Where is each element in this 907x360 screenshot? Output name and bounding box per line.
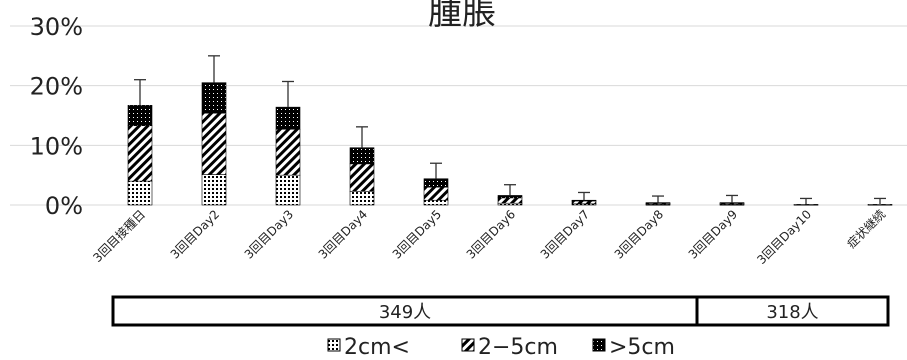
error-bar — [800, 197, 812, 205]
error-bar — [134, 79, 146, 106]
legend-item: >5cm — [592, 335, 675, 360]
bar-segment — [423, 178, 449, 188]
bar-segment — [349, 147, 375, 165]
error-bar — [504, 184, 516, 196]
x-axis-ticks: 3回目接種日 3回目Day2 3回目Day3 3回目Day4 3回目Day5 3回目Day… — [90, 207, 888, 268]
legend-label: 2−5cm — [478, 335, 558, 360]
sample-size-row: 349人 318人 — [111, 295, 890, 327]
bar-segment — [719, 202, 745, 204]
sample-size-label: 318人 — [766, 302, 818, 323]
y-tick-label: 20% — [30, 73, 83, 101]
bar-segment — [201, 112, 227, 175]
error-bar — [578, 191, 590, 201]
error-bar — [430, 162, 442, 179]
error-bar — [356, 126, 368, 148]
bar-segment — [275, 128, 301, 176]
error-bars — [134, 55, 886, 205]
bar-segment — [127, 125, 153, 182]
sample-size-cell: 349人 — [111, 295, 699, 327]
chart-title: 腫脹 — [428, 0, 496, 33]
bar-segment — [201, 174, 227, 206]
bar-segment — [201, 82, 227, 114]
x-tick-label: 3回目Day10 — [754, 207, 814, 267]
x-tick-label: 3回目Day4 — [316, 207, 370, 261]
bar-segment — [867, 204, 893, 206]
x-tick-label: 3回目Day2 — [168, 207, 222, 261]
legend-item: 2cm< — [327, 335, 410, 360]
y-axis-ticks: 0% 10% 20% 30% — [30, 13, 83, 220]
error-bar — [652, 195, 664, 203]
bar-segment — [275, 174, 301, 206]
error-bar — [208, 55, 220, 83]
error-bar — [726, 194, 738, 203]
error-bar — [282, 80, 294, 108]
x-tick-label: 症状継続 — [844, 207, 889, 252]
bar-segment — [127, 180, 153, 206]
bar-segment — [423, 186, 449, 201]
y-tick-label: 0% — [45, 192, 83, 220]
legend-swatch — [327, 338, 341, 352]
y-tick-label: 10% — [30, 132, 83, 160]
x-tick-label: 3回目Day5 — [390, 207, 444, 261]
bar-segment — [497, 197, 523, 204]
bar-segment — [127, 105, 153, 126]
error-bar — [874, 197, 886, 205]
x-tick-label: 3回目Day6 — [464, 207, 518, 261]
x-tick-label: 3回目Day7 — [538, 207, 592, 261]
gridlines — [10, 25, 907, 206]
x-tick-label: 3回目Day9 — [686, 207, 740, 261]
sample-size-cell: 318人 — [695, 295, 890, 327]
x-tick-label: 3回目Day3 — [242, 207, 296, 261]
bar-segment — [793, 204, 819, 206]
sample-size-label: 349人 — [379, 302, 431, 323]
bars — [127, 82, 893, 206]
legend-label: >5cm — [609, 335, 675, 360]
x-tick-label: 3回目Day8 — [612, 207, 666, 261]
bar-segment — [571, 199, 597, 202]
legend-label: 2cm< — [344, 335, 410, 360]
legend: 2cm< 2−5cm >5cm — [327, 335, 675, 360]
bar-segment — [497, 195, 523, 199]
bar-segment — [275, 106, 301, 130]
x-tick-label: 3回目接種日 — [90, 207, 148, 265]
bar-segment — [423, 199, 449, 206]
legend-swatch — [461, 338, 475, 352]
bar-segment — [645, 202, 671, 204]
bar-segment — [349, 190, 375, 206]
legend-item: 2−5cm — [461, 335, 558, 360]
y-tick-label: 30% — [30, 13, 83, 41]
legend-swatch — [592, 338, 606, 352]
bar-segment — [349, 163, 375, 192]
